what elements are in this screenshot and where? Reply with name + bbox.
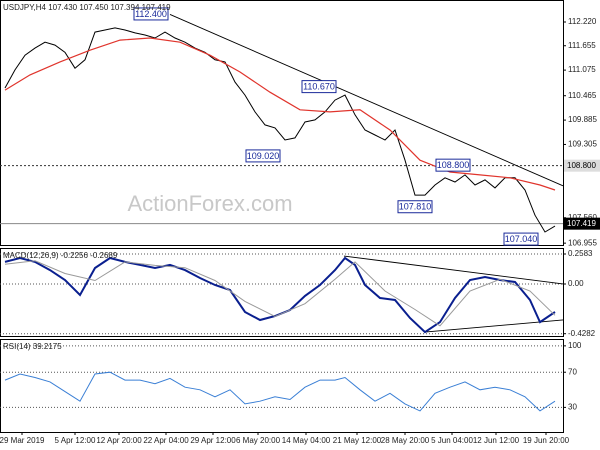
watermark: ActionForex.com [127, 191, 292, 216]
trend-line [169, 14, 564, 187]
level-box [564, 159, 600, 172]
y-tick-label: 30 [568, 402, 577, 411]
series-line [4, 256, 556, 334]
x-tick-label: 29 Mar 2019 [0, 436, 45, 445]
y-tick-label: 111.075 [568, 65, 596, 74]
x-tick-label: 19 Jun 20:00 [523, 436, 570, 445]
annotation-box [301, 80, 337, 94]
annotation-box [435, 158, 471, 172]
series-line [4, 371, 556, 412]
trend-line [343, 255, 564, 285]
annotation-label: 109.020 [247, 151, 280, 161]
x-tick-label: 6 May 20:00 [236, 436, 281, 445]
x-tick-label: 5 Jun 04:00 [431, 436, 473, 445]
annotation-box [133, 7, 169, 21]
y-tick-label: 112.220 [568, 17, 597, 26]
y-tick-label: 107.560 [568, 213, 597, 222]
series-line [4, 260, 556, 327]
x-tick-label: 12 Apr 20:00 [96, 436, 142, 445]
y-tick-label: -0.4282 [568, 329, 596, 338]
series-line [4, 37, 556, 191]
level-box [564, 217, 600, 230]
panel-frame [0, 248, 564, 337]
panel-frame [0, 339, 564, 433]
x-tick-label: 22 Apr 04:00 [143, 436, 189, 445]
x-tick-label: 5 Apr 12:00 [55, 436, 96, 445]
x-tick-label: 14 May 04:00 [282, 436, 331, 445]
x-tick-label: 28 May 20:00 [381, 436, 430, 445]
panel-title: USDJPY,H4 107.430 107.450 107.394 107.41… [3, 3, 171, 12]
annotation-box [397, 200, 433, 214]
level-label: 107.419 [567, 219, 596, 228]
x-tick-label: 12 Jun 12:00 [473, 436, 520, 445]
y-tick-label: 0.2583 [568, 249, 593, 258]
annotation-box [503, 232, 539, 246]
annotation-label: 110.670 [303, 81, 335, 91]
series-line [4, 27, 556, 233]
y-tick-label: 100 [568, 341, 582, 350]
level-label: 108.800 [567, 161, 596, 170]
panel-frame [0, 0, 564, 246]
annotation-label: 107.040 [505, 234, 538, 244]
y-tick-label: 111.655 [568, 41, 596, 50]
x-tick-label: 29 Apr 12:00 [190, 436, 236, 445]
annotation-label: 108.800 [437, 160, 470, 170]
y-tick-label: 109.885 [568, 115, 597, 124]
x-tick-label: 21 May 12:00 [333, 436, 382, 445]
y-tick-label: 106.955 [568, 238, 597, 247]
annotation-label: 107.810 [399, 202, 432, 212]
annotation-box [245, 149, 281, 163]
annotation-label: 112.400 [135, 9, 167, 19]
trend-line [424, 319, 564, 333]
panel-title: RSI(14) 39.2175 [3, 342, 62, 351]
y-tick-label: 110.465 [568, 91, 597, 100]
y-tick-label: 70 [568, 367, 577, 376]
y-tick-label: 109.305 [568, 140, 597, 149]
panel-title: MACD(12,26,9) -0.2256 -0.2689 [3, 251, 118, 260]
y-tick-label: 0.00 [568, 279, 584, 288]
